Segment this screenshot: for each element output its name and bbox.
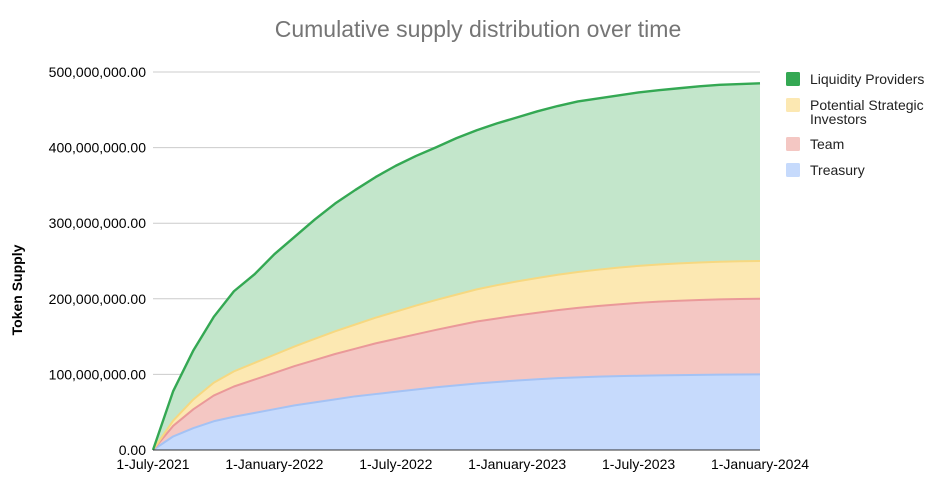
legend-label-potential-strategic-investors: Investors [810, 111, 867, 127]
y-tick-label: 0.00 [119, 442, 146, 458]
x-tick-label: 1-July-2022 [359, 456, 432, 472]
legend-label-team: Team [810, 136, 844, 152]
legend-swatch-potential-strategic-investors [786, 98, 800, 112]
area-series [153, 83, 760, 450]
x-tick-label: 1-January-2024 [711, 456, 809, 472]
legend-label-liquidity-providers: Liquidity Providers [810, 71, 924, 87]
y-tick-label: 300,000,000.00 [49, 215, 147, 231]
y-tick-label: 400,000,000.00 [49, 140, 147, 156]
area-treasury [153, 374, 760, 450]
series-lines [151, 82, 761, 451]
x-tick-label: 1-January-2022 [225, 456, 323, 472]
y-axis-label: Token Supply [9, 244, 25, 335]
x-tick-label: 1-January-2023 [468, 456, 566, 472]
line-liquidity-providers [151, 82, 761, 451]
y-tick-labels: 0.00 100,000,000.00 200,000,000.00 300,000,… [49, 64, 147, 458]
y-tick-label: 100,000,000.00 [49, 366, 147, 382]
line-team [152, 297, 761, 451]
legend-label-treasury: Treasury [810, 162, 865, 178]
x-tick-label: 1-July-2021 [116, 456, 189, 472]
legend-swatch-team [786, 137, 800, 151]
x-tick-label: 1-July-2023 [602, 456, 675, 472]
chart-title: Cumulative supply distribution over time [275, 16, 682, 42]
line-treasury [152, 373, 761, 451]
legend: Liquidity Providers Potential StrategicIn… [786, 71, 924, 178]
x-tick-labels: 1-July-2021 1-January-2022 1-July-2022 1-Ja… [116, 456, 809, 472]
line-potential-strategic-investors [152, 260, 761, 451]
area-liquidity-providers [153, 83, 760, 450]
y-tick-label: 200,000,000.00 [49, 291, 147, 307]
legend-label-potential-strategic-investors: Potential Strategic [810, 97, 924, 113]
area-team [153, 298, 760, 450]
legend-swatch-liquidity-providers [786, 72, 800, 86]
y-tick-label: 500,000,000.00 [49, 64, 147, 80]
legend-swatch-treasury [786, 163, 800, 177]
